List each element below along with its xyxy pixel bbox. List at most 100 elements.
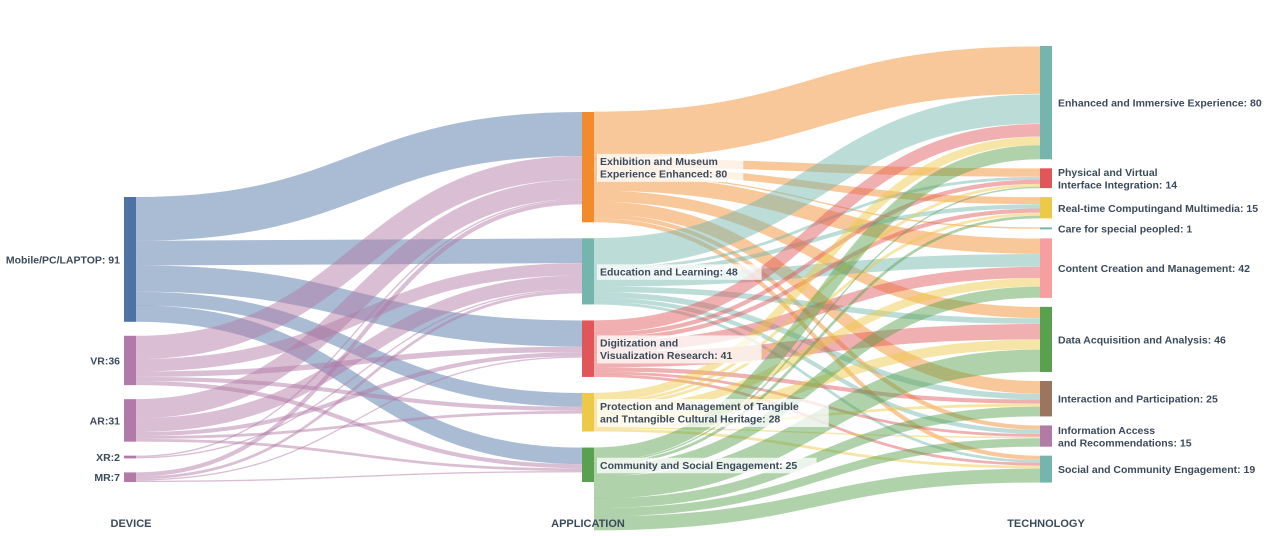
link-digitization-to-realtime bbox=[593, 208, 1041, 342]
node-label-xr: XR:2 bbox=[96, 452, 120, 464]
link-protection-to-realtime bbox=[593, 212, 1041, 407]
link-community-to-interaction bbox=[593, 406, 1041, 509]
node-label-bg-exhibition bbox=[597, 153, 744, 182]
node-realtime bbox=[1040, 197, 1052, 219]
sankey-node-labels: Mobile/PC/LAPTOP: 91 VR:36 AR:31 XR:2 MR:7 Ex… bbox=[6, 98, 1262, 485]
link-education-to-info bbox=[593, 297, 1041, 434]
node-label-enhanced: Enhanced and Immersive Experience: 80 bbox=[1058, 98, 1262, 110]
node-education bbox=[582, 238, 594, 305]
node-interaction bbox=[1040, 381, 1052, 417]
node-enhanced bbox=[1040, 46, 1052, 160]
node-protection bbox=[582, 392, 594, 432]
link-education-to-physical bbox=[593, 176, 1041, 270]
link-mobile-to-exhibition bbox=[135, 112, 583, 241]
node-physical bbox=[1040, 168, 1052, 189]
node-vr bbox=[124, 335, 136, 386]
link-community-to-social bbox=[593, 468, 1041, 531]
node-label-bg-community bbox=[597, 457, 817, 474]
node-mr bbox=[124, 472, 136, 482]
node-label-interaction: Interaction and Participation: 25 bbox=[1058, 394, 1218, 406]
link-community-to-realtime bbox=[593, 215, 1041, 466]
link-education-to-interaction bbox=[593, 291, 1041, 400]
link-protection-to-physical bbox=[593, 183, 1041, 404]
link-vr-to-protection bbox=[135, 376, 583, 411]
link-digitization-to-physical bbox=[593, 179, 1041, 338]
link-mobile-to-protection bbox=[135, 291, 583, 407]
node-exhibition bbox=[582, 112, 594, 223]
link-mobile-to-education bbox=[135, 238, 583, 266]
application-technology-links bbox=[593, 46, 1041, 531]
column-label-technology: TECHNOLOGY bbox=[1007, 518, 1085, 530]
link-vr-to-digitization bbox=[135, 346, 583, 377]
node-label-exhibition: Exhibition and Museum Experience Enhanced… bbox=[600, 156, 727, 181]
column-label-device: DEVICE bbox=[111, 518, 152, 530]
link-ar-to-digitization bbox=[135, 352, 583, 437]
link-xr-to-exhibition bbox=[135, 198, 583, 458]
link-mr-to-community bbox=[135, 470, 583, 483]
node-label-protection: Protection and Management of Tangible and… bbox=[600, 401, 799, 426]
link-digitization-to-enhanced bbox=[593, 123, 1041, 333]
node-label-mr: MR:7 bbox=[94, 472, 120, 484]
link-exhibition-to-interaction bbox=[593, 201, 1041, 394]
node-label-bg-protection bbox=[597, 398, 829, 427]
node-label-physical: Physical and Virtual Interface Integratio… bbox=[1058, 167, 1177, 192]
link-exhibition-to-enhanced bbox=[593, 46, 1041, 160]
link-mobile-to-digitization bbox=[135, 265, 583, 347]
link-exhibition-to-social bbox=[593, 218, 1041, 460]
node-content bbox=[1040, 238, 1052, 298]
link-digitization-to-interaction bbox=[593, 367, 1041, 404]
link-ar-to-exhibition bbox=[135, 179, 583, 419]
link-protection-to-enhanced bbox=[593, 136, 1041, 402]
link-xr-to-education bbox=[135, 289, 583, 459]
link-mobile-to-community bbox=[135, 305, 583, 465]
link-ar-to-community bbox=[135, 438, 583, 471]
link-community-to-enhanced bbox=[593, 145, 1041, 462]
node-label-bg-education bbox=[597, 264, 762, 280]
node-info bbox=[1040, 425, 1052, 447]
node-special bbox=[1040, 227, 1052, 230]
node-label-realtime: Real-time Computingand Multimedia: 15 bbox=[1058, 203, 1258, 215]
device-application-links bbox=[135, 112, 583, 483]
link-education-to-data bbox=[593, 286, 1041, 324]
link-education-to-enhanced bbox=[593, 94, 1041, 268]
node-label-community: Community and Social Engagement: 25 bbox=[600, 460, 797, 472]
link-exhibition-to-content bbox=[593, 175, 1041, 254]
node-digitization bbox=[582, 320, 594, 377]
link-ar-to-protection bbox=[135, 410, 583, 439]
node-label-social: Social and Community Engagement: 19 bbox=[1058, 464, 1255, 476]
node-label-content: Content Creation and Management: 42 bbox=[1058, 263, 1250, 275]
node-label-vr: VR:36 bbox=[90, 355, 120, 367]
link-protection-to-social bbox=[593, 428, 1041, 469]
link-vr-to-education bbox=[135, 263, 583, 372]
column-labels: DEVICE APPLICATION TECHNOLOGY bbox=[111, 518, 1086, 530]
node-label-digitization: Digitization and Visualization Research: … bbox=[600, 337, 732, 362]
node-mobile bbox=[124, 197, 136, 322]
node-label-bg-digitization bbox=[597, 335, 762, 364]
link-vr-to-exhibition bbox=[135, 156, 583, 360]
node-data bbox=[1040, 306, 1052, 373]
link-exhibition-to-data bbox=[593, 190, 1041, 319]
link-mr-to-exhibition bbox=[135, 200, 583, 477]
node-label-mobile: Mobile/PC/LAPTOP: 91 bbox=[6, 254, 120, 266]
node-social bbox=[1040, 455, 1052, 483]
link-exhibition-to-info bbox=[593, 213, 1041, 430]
link-community-to-physical bbox=[593, 186, 1041, 463]
link-vr-to-community bbox=[135, 381, 583, 469]
node-xr bbox=[124, 455, 136, 459]
link-protection-to-info bbox=[593, 427, 1041, 439]
link-mr-to-digitization bbox=[135, 356, 583, 481]
sankey-nodes bbox=[124, 46, 1052, 483]
node-ar bbox=[124, 399, 136, 442]
node-label-ar: AR:31 bbox=[90, 415, 121, 427]
link-education-to-social bbox=[593, 301, 1041, 463]
column-label-application: APPLICATION bbox=[551, 518, 625, 530]
node-community bbox=[582, 447, 594, 482]
node-label-info: Information Access and Recommendations: 1… bbox=[1058, 425, 1192, 450]
link-community-to-info bbox=[593, 438, 1041, 517]
node-label-data: Data Acquisition and Analysis: 46 bbox=[1058, 334, 1226, 346]
node-label-education: Education and Learning: 48 bbox=[600, 266, 738, 278]
node-label-special: Care for special peopled: 1 bbox=[1058, 223, 1192, 235]
link-mr-to-education bbox=[135, 290, 583, 480]
link-ar-to-education bbox=[135, 275, 583, 433]
